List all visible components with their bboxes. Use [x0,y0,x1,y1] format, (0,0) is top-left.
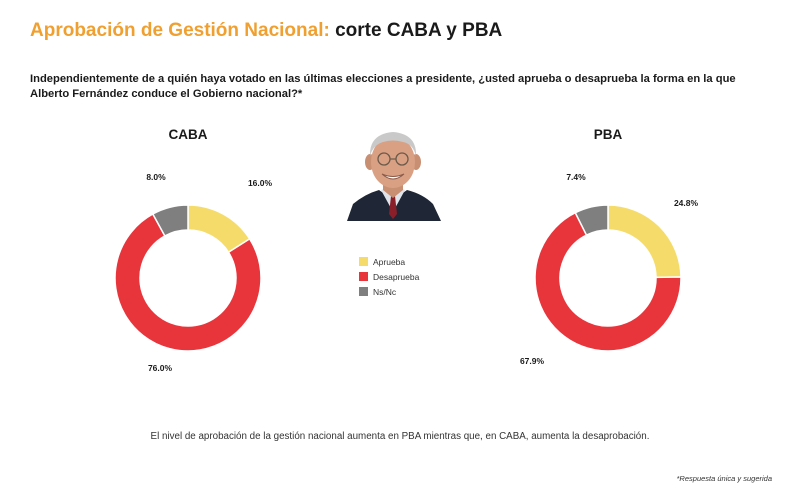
legend-swatch-aprueba [359,257,368,266]
page-title: Aprobación de Gestión Nacional: corte CA… [30,20,502,42]
president-portrait-image [345,124,442,221]
pba-slice-aprueba [607,204,682,279]
legend-item-aprueba: Aprueba [359,255,419,268]
caba-donut-chart: 16.0% 76.0% 8.0% [114,172,273,373]
caba-label-desaprueba: 76.0% [148,363,173,373]
footnote: *Respuesta única y sugerida [676,474,772,483]
pba-label-aprueba: 24.8% [674,198,699,208]
legend-swatch-nsnc [359,287,368,296]
survey-question: Independientemente de a quién haya votad… [30,73,736,100]
pba-chart-title: PBA [593,127,623,142]
caba-label-aprueba: 16.0% [248,178,273,188]
footer-summary: El nivel de aprobación de la gestión nac… [150,431,650,442]
title-rest: corte CABA y PBA [335,20,503,41]
caba-label-nsnc: 8.0% [146,172,166,182]
pba-label-nsnc: 7.4% [566,172,586,182]
title-accent: Aprobación de Gestión Nacional: [30,20,330,41]
legend-swatch-desaprueba [359,272,368,281]
legend-item-desaprueba: Desaprueba [359,270,419,283]
pba-slice-nsnc [574,204,609,237]
legend-label-desaprueba: Desaprueba [373,271,420,282]
caba-chart-title: CABA [168,127,208,142]
caba-slice-desaprueba [114,213,262,352]
legend-item-nsnc: Ns/Nc [359,285,419,298]
legend-label-aprueba: Aprueba [373,256,406,267]
caba-slice-nsnc [151,204,189,237]
chart-legend: Aprueba Desaprueba Ns/Nc [359,255,419,300]
legend-label-nsnc: Ns/Nc [373,286,397,297]
pba-donut-chart: 24.8% 67.9% 7.4% [520,172,699,366]
pba-label-desaprueba: 67.9% [520,356,545,366]
pba-slice-desaprueba [534,211,682,352]
